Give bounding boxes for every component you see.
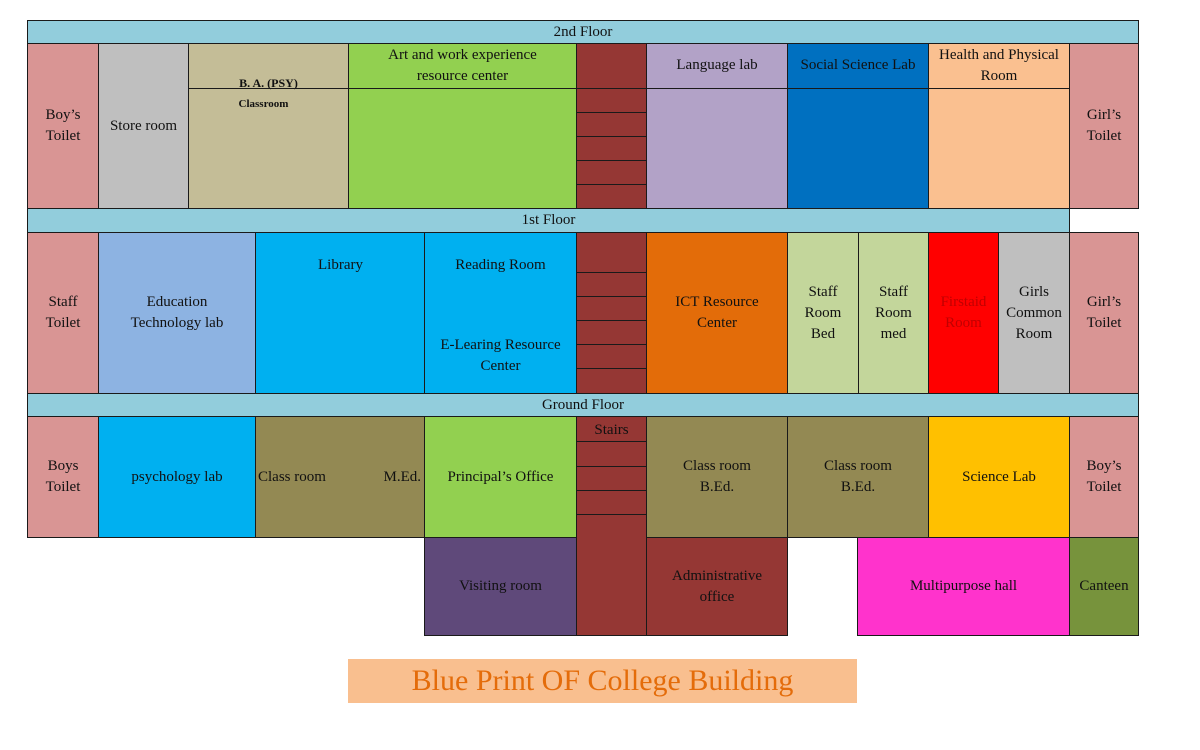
ba-psy-title: B. A. (PSY) xyxy=(239,76,298,90)
class-room-label: Class room xyxy=(258,468,326,485)
stair-step xyxy=(577,441,646,442)
room-label: Store room xyxy=(109,117,178,134)
title-box: Blue Print OF College Building xyxy=(348,659,857,703)
room-divider xyxy=(929,88,1069,89)
library-divider-bottom xyxy=(424,320,425,394)
room-ba-psy-classroom: B. A. (PSY) Classroom xyxy=(188,43,349,209)
room-label: Girls Common Room xyxy=(1006,283,1062,342)
room-boys-toilet-2f: Boy’s Toilet xyxy=(27,43,99,209)
room-label: Reading Room xyxy=(455,257,546,273)
room-boys-toilet-gf: Boys Toilet xyxy=(27,416,99,538)
room-label: Staff Room med xyxy=(875,283,912,342)
first-floor-band: 1st Floor xyxy=(27,208,1070,233)
room-library: Library xyxy=(255,232,425,394)
room-visiting-room: Visiting room xyxy=(424,537,577,636)
room-class-room-bed-2: Class room B.Ed. xyxy=(787,416,929,538)
room-label: Principal’s Office xyxy=(447,468,554,485)
room-girls-toilet-2f: Girl’s Toilet xyxy=(1069,43,1139,209)
room-health-physical: Health and Physical Room xyxy=(928,43,1070,209)
room-canteen: Canteen xyxy=(1069,537,1139,636)
room-label: Art and work experience resource center xyxy=(388,47,537,84)
room-divider xyxy=(647,88,787,89)
room-label: Administrative office xyxy=(672,567,762,605)
room-boys-toilet-right: Boy’s Toilet xyxy=(1069,416,1139,538)
stair-step xyxy=(577,514,646,515)
room-label: Class room B.Ed. xyxy=(683,458,751,495)
room-label: E-Learing Resource Center xyxy=(440,337,561,374)
room-label: Boy’s Toilet xyxy=(45,107,81,144)
room-label: Boy’s Toilet xyxy=(1086,458,1122,495)
stair-step xyxy=(577,160,646,161)
stairs-label: Stairs xyxy=(594,422,629,438)
room-label: Language lab xyxy=(676,57,758,73)
stair-step xyxy=(577,368,646,369)
room-label: Health and Physical Room xyxy=(939,47,1059,84)
room-language-lab: Language lab xyxy=(646,43,788,209)
room-psychology-lab: psychology lab xyxy=(98,416,256,538)
room-label: Girl’s Toilet xyxy=(1086,107,1122,144)
room-staff-room-bed: Staff Room Bed xyxy=(787,232,859,394)
stair-step xyxy=(577,88,646,89)
room-principals-office: Principal’s Office xyxy=(424,416,577,538)
room-art-work-experience: Art and work experience resource center xyxy=(348,43,577,209)
library-divider-top xyxy=(424,232,425,296)
room-class-room-med: Class room M.Ed. xyxy=(255,416,425,538)
ground-floor-label: Ground Floor xyxy=(541,396,625,413)
room-staff-room-med: Staff Room med xyxy=(858,232,929,394)
room-administrative-office: Administrative office xyxy=(646,537,788,636)
room-ict-resource-center: ICT Resource Center xyxy=(646,232,788,394)
stair-step xyxy=(577,490,646,491)
room-label: ICT Resource Center xyxy=(675,294,759,331)
room-store-room: Store room xyxy=(98,43,189,209)
room-divider xyxy=(189,88,348,89)
room-label: Education Technology lab xyxy=(130,294,224,331)
ground-floor-band: Ground Floor xyxy=(27,393,1139,417)
stair-step xyxy=(577,344,646,345)
stair-step xyxy=(577,272,646,273)
room-social-science-lab: Social Science Lab xyxy=(787,43,929,209)
room-label: Social Science Lab xyxy=(800,57,916,73)
stair-step xyxy=(577,184,646,185)
room-girls-common-room: Girls Common Room xyxy=(998,232,1070,394)
room-divider xyxy=(788,88,928,89)
diagram-title: Blue Print OF College Building xyxy=(411,664,794,697)
room-label: Visiting room xyxy=(459,578,542,594)
room-reading-room: Reading Room xyxy=(424,232,577,394)
room-firstaid: Firstaid Room xyxy=(928,232,999,394)
room-label: Boys Toilet xyxy=(45,458,81,495)
room-girls-toilet-1f: Girl’s Toilet xyxy=(1069,232,1139,394)
room-label: Multipurpose hall xyxy=(909,578,1018,594)
room-label: Class room B.Ed. xyxy=(824,458,892,495)
room-multipurpose-hall: Multipurpose hall xyxy=(857,537,1070,636)
room-label: Firstaid Room xyxy=(940,294,987,331)
room-label: Canteen xyxy=(1079,578,1129,594)
room-label: Girl’s Toilet xyxy=(1086,294,1122,331)
first-floor-label: 1st Floor xyxy=(521,212,576,228)
room-label: Staff Toilet xyxy=(45,294,81,331)
room-elearning-resource-center: E-Learing Resource Center xyxy=(425,334,576,378)
stair-step xyxy=(577,136,646,137)
stairs-gf: Stairs xyxy=(576,416,647,636)
stair-step xyxy=(577,112,646,113)
room-class-room-bed-1: Class room B.Ed. xyxy=(646,416,788,538)
stair-step xyxy=(577,296,646,297)
room-education-technology-lab: Education Technology lab xyxy=(98,232,256,394)
stairs-1f xyxy=(576,232,647,394)
room-science-lab: Science Lab xyxy=(928,416,1070,538)
room-label: psychology lab xyxy=(131,468,223,485)
second-floor-band: 2nd Floor xyxy=(27,20,1139,44)
stair-step xyxy=(577,320,646,321)
room-staff-toilet: Staff Toilet xyxy=(27,232,99,394)
stairs-2f xyxy=(576,43,647,209)
ba-psy-subtitle: Classroom xyxy=(238,98,289,110)
room-label: Science Lab xyxy=(962,468,1036,485)
room-divider xyxy=(349,88,576,89)
room-label: Staff Room Bed xyxy=(804,283,842,342)
med-label: M.Ed. xyxy=(383,468,422,485)
room-label: Library xyxy=(318,257,363,273)
second-floor-label: 2nd Floor xyxy=(553,23,613,40)
stair-step xyxy=(577,466,646,467)
